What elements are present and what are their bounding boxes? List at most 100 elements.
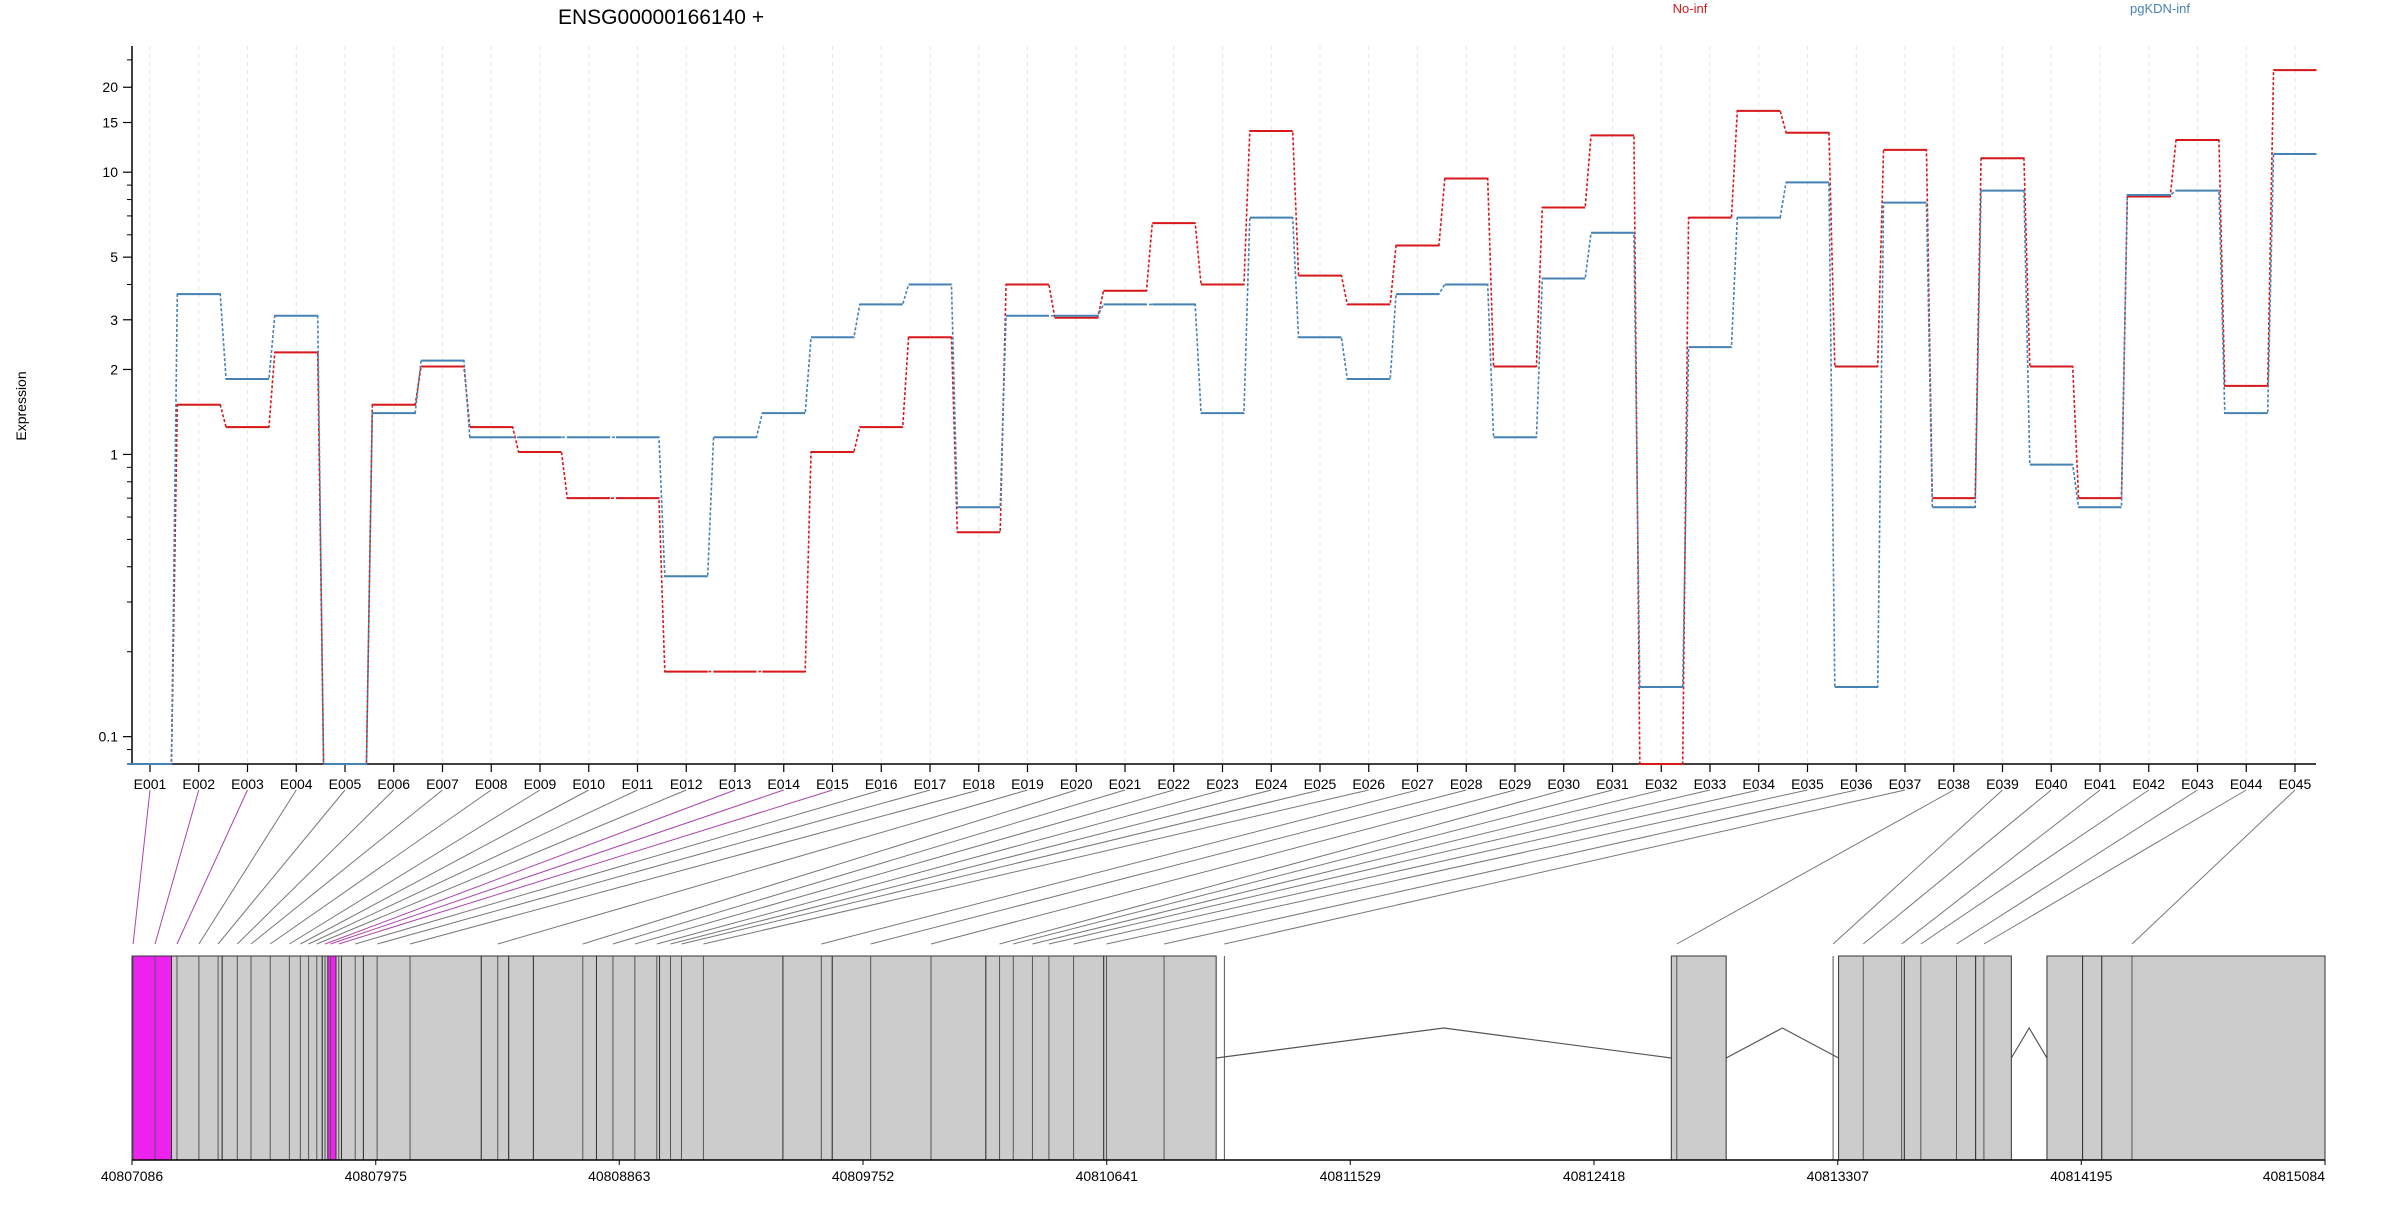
- coordinate-label: 40810641: [1076, 1168, 1139, 1184]
- y-tick-label: 20: [102, 79, 118, 95]
- exon-connector: [999, 789, 1564, 945]
- exon-connector: [681, 789, 1321, 945]
- y-tick-label: 2: [110, 361, 118, 377]
- x-tick-label: E026: [1352, 776, 1385, 792]
- exon-connector: [154, 789, 200, 945]
- exon-connector: [1106, 789, 1808, 945]
- exon-block: [595, 955, 661, 1161]
- x-tick-label: E027: [1401, 776, 1434, 792]
- x-tick-label: E021: [1109, 776, 1142, 792]
- exon-connector: [1163, 789, 1857, 945]
- exon-block: [340, 955, 364, 1161]
- coordinate-label: 40813307: [1807, 1168, 1870, 1184]
- x-tick-label: E007: [426, 776, 459, 792]
- x-tick-label: E019: [1011, 776, 1044, 792]
- y-tick-label: 1: [110, 446, 118, 462]
- exon-connector: [1032, 789, 1662, 945]
- exon-connector: [870, 789, 1467, 945]
- exon-connector: [1983, 789, 2247, 945]
- x-tick-label: E039: [1986, 776, 2019, 792]
- series-no-inf: [128, 69, 2317, 765]
- y-tick-label: 10: [102, 164, 118, 180]
- exon-block: [782, 955, 833, 1161]
- exon-connector: [132, 789, 151, 945]
- exon-connector: [409, 789, 979, 945]
- x-tick-label: E017: [914, 776, 947, 792]
- x-tick-label: E024: [1255, 776, 1288, 792]
- axes: 0.1 1 2 3 5 10 15 20 E001 E002 E003 E004 E005 E006 E00…: [99, 46, 2316, 792]
- exon-connector: [355, 789, 882, 945]
- series-pgkdn-inf: [128, 153, 2317, 765]
- exon-connector: [316, 789, 687, 945]
- exon-connector: [330, 789, 784, 945]
- x-tick-label: E033: [1694, 776, 1727, 792]
- x-tick-label: E022: [1157, 776, 1190, 792]
- x-tick-label: E032: [1645, 776, 1678, 792]
- exon-connector: [1832, 789, 2003, 945]
- exon-connector: [1956, 789, 2198, 945]
- exon-gridlines: [149, 46, 2296, 764]
- exon-block: [532, 955, 597, 1161]
- exon-connector: [324, 789, 736, 945]
- highlighted-exon: [327, 955, 337, 1161]
- exon-connector: [289, 789, 541, 945]
- coordinate-label: 40807975: [345, 1168, 408, 1184]
- exon-block: [480, 955, 510, 1161]
- exon-connector: [308, 789, 638, 945]
- chart-title: ENSG00000166140 +: [558, 6, 764, 29]
- x-tick-label: E012: [670, 776, 703, 792]
- y-tick-label: 0.1: [99, 729, 119, 745]
- x-tick-label: E030: [1547, 776, 1580, 792]
- intron-line: [1725, 1027, 1839, 1059]
- x-tick-label: E005: [329, 776, 362, 792]
- exon-connector: [1224, 789, 1906, 945]
- x-tick-label: E011: [622, 776, 654, 792]
- x-tick-label: E035: [1791, 776, 1824, 792]
- legend: No-inf pgKDN-inf: [1673, 1, 2191, 16]
- coordinate-label: 40811529: [1320, 1168, 1381, 1184]
- coordinate-label: 40808863: [588, 1168, 651, 1184]
- exon-block: [1838, 955, 1905, 1161]
- exon-connector: [236, 789, 395, 945]
- exon-block: [221, 955, 323, 1161]
- series-lines: [128, 69, 2317, 765]
- legend-entry: No-inf: [1673, 1, 1708, 16]
- x-tick-label: E038: [1937, 776, 1970, 792]
- x-tick-label: E010: [572, 776, 605, 792]
- exon-connector: [1920, 789, 2150, 945]
- exon-connector: [703, 789, 1369, 945]
- x-tick-label: E036: [1840, 776, 1873, 792]
- x-tick-label: E031: [1596, 776, 1629, 792]
- exon-connector: [1862, 789, 2052, 945]
- exon-connector: [612, 789, 1126, 945]
- x-tick-label: E043: [2181, 776, 2214, 792]
- exon-connector: [217, 789, 346, 945]
- exon-connector: [250, 789, 443, 945]
- y-tick-label: 5: [110, 249, 118, 265]
- x-tick-label: E020: [1060, 776, 1093, 792]
- x-tick-label: E040: [2035, 776, 2068, 792]
- exon-connectors: [132, 789, 2296, 945]
- exon-block: [362, 955, 482, 1161]
- x-tick-label: E006: [377, 776, 410, 792]
- exon-connector: [656, 789, 1223, 945]
- exon-connector: [821, 789, 1418, 945]
- exon-block: [985, 955, 1105, 1161]
- exon-block: [2101, 955, 2326, 1161]
- exon-block: [170, 955, 223, 1161]
- coordinate-label: 40812418: [1563, 1168, 1626, 1184]
- x-tick-label: E042: [2132, 776, 2165, 792]
- exon-connector: [930, 789, 1516, 945]
- exon-connector: [1013, 789, 1613, 945]
- exon-block: [831, 955, 987, 1161]
- x-tick-label: E023: [1206, 776, 1239, 792]
- exon-connector: [1901, 789, 2101, 945]
- exon-connector: [1048, 789, 1711, 945]
- exon-connector: [1073, 789, 1759, 945]
- x-tick-label: E013: [719, 776, 752, 792]
- exon-connector: [497, 789, 1028, 945]
- x-tick-label: E034: [1742, 776, 1775, 792]
- x-tick-label: E029: [1499, 776, 1532, 792]
